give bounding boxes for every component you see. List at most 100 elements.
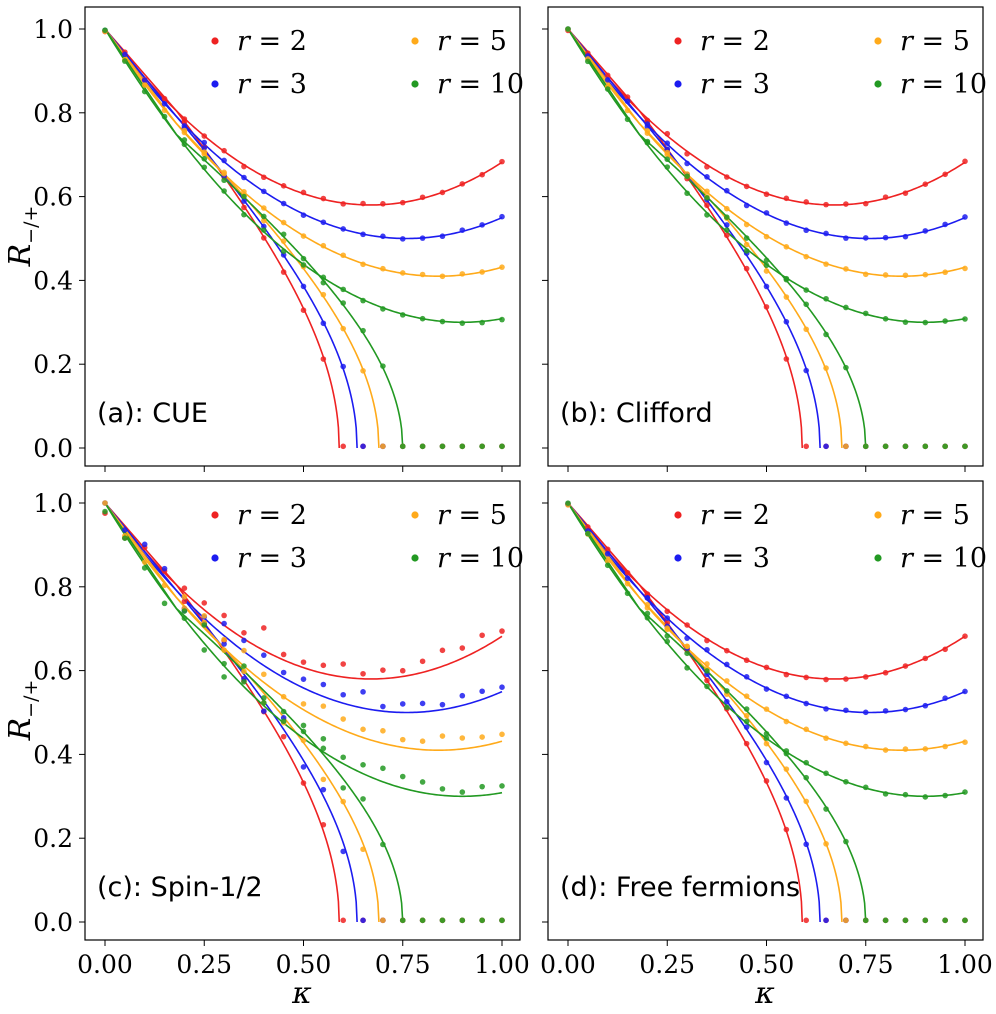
y-tick-label: 0.0 — [33, 434, 73, 463]
data-point-lower — [763, 304, 770, 310]
data-point-lower — [664, 149, 671, 156]
data-point-upper — [624, 569, 631, 576]
data-point-upper — [724, 647, 730, 654]
data-point-upper — [181, 615, 188, 621]
data-point-lower — [704, 195, 710, 201]
data-point-lower — [724, 698, 730, 705]
data-point-lower — [704, 202, 710, 209]
data-point-lower — [644, 123, 651, 130]
data-point-lower — [399, 443, 406, 450]
data-point-upper — [340, 691, 347, 698]
data-point-upper — [419, 738, 426, 744]
data-point-lower — [823, 841, 829, 847]
data-point-lower — [340, 798, 347, 805]
data-point-upper — [684, 665, 690, 671]
data-point-lower — [843, 838, 849, 845]
data-point-upper — [724, 678, 730, 684]
legend-marker — [411, 80, 419, 88]
data-point-upper — [664, 608, 671, 615]
data-point-upper — [783, 693, 790, 700]
data-point-upper — [902, 663, 909, 669]
data-point-upper — [122, 535, 128, 541]
data-point-lower — [360, 368, 366, 374]
data-point-upper — [340, 754, 347, 761]
legend-label: r = 5 — [900, 26, 970, 57]
data-point-lower — [300, 283, 307, 290]
data-point-upper — [724, 174, 730, 180]
data-point-lower — [340, 363, 347, 370]
data-point-upper — [882, 791, 889, 797]
data-point-lower — [320, 320, 327, 327]
data-point-upper — [922, 702, 929, 709]
data-point-upper — [280, 183, 287, 189]
data-point-upper — [922, 794, 929, 800]
data-point-upper — [459, 227, 466, 233]
data-point-upper — [261, 652, 267, 658]
y-tick-label: 0.4 — [33, 740, 73, 769]
data-point-upper — [340, 201, 347, 207]
x-tick-label: 1.00 — [474, 950, 530, 979]
data-point-lower — [221, 641, 227, 647]
data-point-upper — [862, 784, 869, 791]
data-point-upper — [743, 718, 750, 725]
data-point-upper — [320, 219, 327, 226]
data-point-upper — [221, 612, 227, 619]
data-point-lower — [241, 204, 247, 211]
data-point-upper — [280, 651, 287, 658]
legend-label: r = 3 — [237, 69, 307, 100]
data-point-lower — [280, 231, 287, 238]
data-point-upper — [763, 210, 770, 216]
data-point-lower — [320, 821, 327, 828]
data-point-upper — [439, 733, 446, 739]
data-point-lower — [300, 737, 307, 744]
data-point-lower — [763, 257, 770, 264]
data-point-upper — [419, 700, 426, 707]
panel-b: r = 2 r = 3 r = 5 r = 10 (b): Clifford — [542, 6, 987, 472]
theory-upper-1 — [567, 502, 966, 714]
data-point-upper — [823, 706, 829, 712]
data-point-lower — [261, 235, 267, 241]
data-point-upper — [922, 228, 929, 234]
data-point-lower — [684, 643, 690, 650]
data-point-lower — [181, 119, 188, 125]
data-point-upper — [624, 580, 631, 587]
data-point-upper — [743, 202, 750, 209]
legend-label: r = 10 — [900, 69, 987, 100]
data-point-upper — [499, 731, 505, 738]
data-point-upper — [902, 706, 909, 713]
data-point-lower — [783, 750, 790, 757]
x-tick-label: 1.00 — [937, 950, 993, 979]
data-point-upper — [499, 264, 505, 270]
data-point-upper — [743, 657, 750, 664]
data-point-upper — [724, 187, 730, 194]
data-point-upper — [624, 107, 631, 114]
data-point-upper — [439, 701, 446, 708]
data-point-upper — [604, 562, 611, 569]
data-point-upper — [439, 273, 446, 280]
legend-label: r = 2 — [237, 26, 307, 57]
data-point-lower — [763, 730, 770, 737]
data-point-upper — [902, 190, 909, 196]
data-point-upper — [300, 722, 307, 729]
legend-label: r = 5 — [437, 500, 507, 531]
data-point-upper — [241, 163, 247, 170]
data-point-lower — [221, 660, 227, 667]
data-point-lower — [419, 917, 426, 924]
data-point-upper — [823, 295, 829, 302]
data-point-lower — [942, 443, 948, 450]
data-point-upper — [261, 695, 267, 701]
data-point-upper — [843, 707, 849, 714]
data-point-upper — [922, 271, 929, 278]
data-point-upper — [823, 676, 829, 683]
y-tick-label: 0.6 — [33, 657, 73, 686]
data-point-lower — [261, 213, 267, 220]
data-point-lower — [459, 443, 466, 450]
data-point-lower — [201, 155, 208, 162]
data-point-upper — [624, 94, 631, 100]
data-point-upper — [962, 688, 968, 695]
legend-marker — [211, 80, 219, 88]
data-point-upper — [340, 226, 347, 232]
data-point-upper — [624, 575, 631, 582]
data-point-lower — [743, 712, 750, 719]
panel-c: 0.00 0.25 0.50 0.75 1.00 0.0 0.2 0.4 0.6 0.8 1.0 r … — [33, 480, 530, 979]
